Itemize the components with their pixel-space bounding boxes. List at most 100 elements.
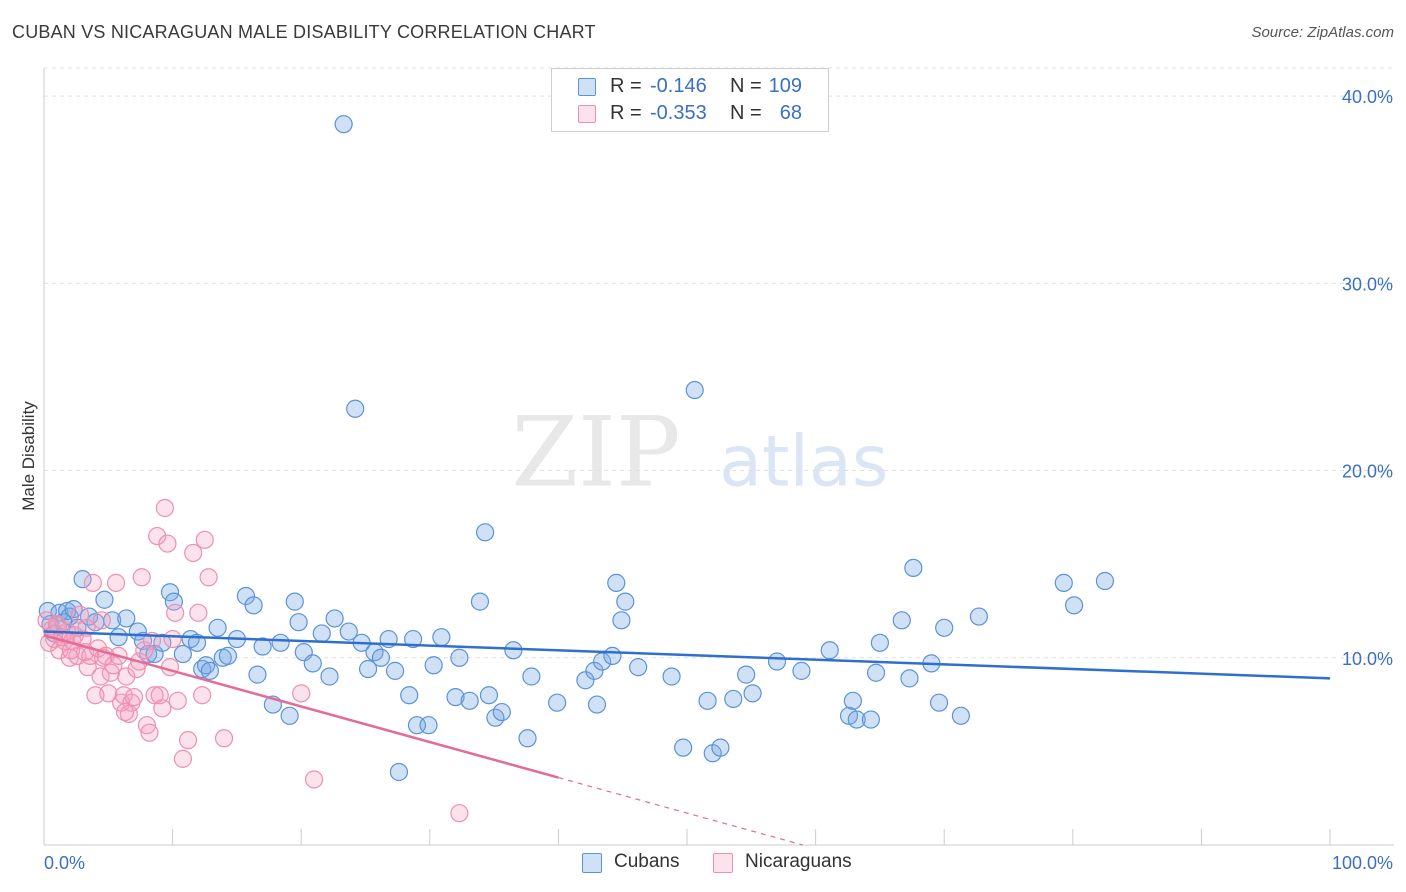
cubans-point [200,661,219,680]
nicaraguans-point [92,611,111,630]
nicaraguans-point [140,723,159,742]
nicaraguans-point [193,686,212,705]
cubans-point [904,558,923,578]
r-value: -0.146 [650,75,707,97]
cubans-point [95,590,114,609]
nicaraguans-trend-line [43,634,559,779]
cubans-point [616,592,635,611]
cubans-point [900,669,919,688]
cubans-point [403,629,423,649]
cubans-point [460,691,479,710]
cubans-point [504,641,523,660]
cubans-point [325,609,344,628]
nicaraguans-point [158,534,177,553]
x-tick-label: 100.0% [1332,853,1393,873]
cubans-point [109,628,128,647]
cubans-point [612,611,631,630]
cubans-point [1064,596,1084,615]
n-value: 109 [768,75,802,97]
cubans-point [400,686,419,705]
cubans-point [767,652,787,671]
cubans-point [289,613,308,632]
nicaraguans-swatch [578,105,596,123]
legend-label-cubans: Cubans [614,851,680,872]
cubans-point [253,637,272,656]
cubans-point [419,716,438,735]
y-tick-label: 10.0% [1342,649,1393,669]
cubans-trend-line [43,630,1331,680]
nicaraguans-point [124,687,144,707]
cubans-point [218,646,237,665]
nicaraguans-trend-extension [558,777,803,846]
r-label: R = [610,102,642,124]
n-label: N = [730,102,762,124]
cubans-point [236,586,256,606]
y-axis-title: Male Disability [19,401,38,511]
cubans-point [320,667,339,686]
nicaraguans-point [49,616,68,636]
r-label: R = [610,75,642,97]
nicaraguans-swatch [713,853,733,873]
cubans-point [475,523,495,542]
nicaraguans-point [135,641,154,660]
cubans-point [173,644,192,664]
source-label: Source: ZipAtlas.com [1251,24,1394,41]
nicaraguans-point [163,629,182,649]
r-value: -0.353 [650,102,707,124]
cubans-point [1095,571,1115,591]
nicaraguans-point [304,770,324,789]
cubans-point [160,583,180,602]
cubans-point [450,648,469,667]
nicaraguans-point [37,611,56,630]
cubans-point [303,654,322,673]
watermark-zip: ZIP [511,397,680,509]
cubans-point [969,607,989,626]
cubans-point [371,648,391,667]
cubans-point [522,667,541,686]
nicaraguans-point [168,691,187,710]
cubans-point [518,729,537,748]
cubans-point [187,633,207,652]
cubans-point [244,596,263,615]
nicaraguans-point [148,526,167,546]
cubans-point [389,762,409,782]
cubans-point [285,592,304,611]
cubans-point [861,710,880,729]
cubans-point [847,710,866,729]
n-value: 68 [779,102,802,124]
nicaraguans-point [101,663,120,682]
cubans-point [629,658,648,677]
nicaraguans-point [104,656,123,675]
cubans-point [587,695,607,714]
nicaraguans-point [166,603,185,622]
nicaraguans-point [137,716,156,735]
watermark-atlas: atlas [719,421,888,503]
cubans-point [674,738,693,757]
cubans-point [385,661,405,680]
cubans-point [548,693,567,712]
nicaraguans-point [195,530,214,549]
cubans-point [208,618,227,637]
nicaraguans-point [83,573,102,592]
correlation-legend: R = -0.146 N = 109 R = -0.353 N = 68 [551,68,829,132]
cubans-point [685,380,704,400]
nicaraguans-point [115,702,135,722]
cubans-point [792,661,811,680]
cubans-swatch [582,853,602,873]
cubans-point [479,686,499,705]
cubans-point [585,661,604,680]
cubans-point [662,667,681,686]
cubans-point [843,691,862,710]
cubans-point [470,592,490,611]
nicaraguans-point [292,684,311,703]
cubans-point [892,611,911,630]
cubans-point [73,570,92,589]
cubans-point [1054,573,1073,592]
cubans-point [820,641,839,660]
cubans-point [103,611,122,630]
nicaraguans-point [155,498,174,518]
cubans-point [424,656,443,675]
cubans-point [607,573,626,592]
cubans-point [870,633,890,652]
